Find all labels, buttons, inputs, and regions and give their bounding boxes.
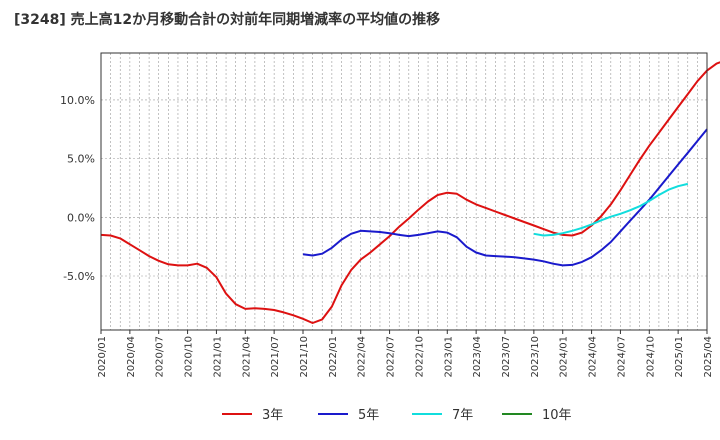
x-tick-label: 2020/04 <box>126 336 137 378</box>
legend-label: 5年 <box>358 408 379 423</box>
x-tick-label: 2021/10 <box>299 336 310 378</box>
legend-item: 7年 <box>412 408 473 423</box>
x-tick-label: 2022/07 <box>386 336 397 378</box>
x-tick-label: 2024/01 <box>559 336 570 378</box>
legend-label: 10年 <box>542 408 572 423</box>
x-tick-label: 2022/01 <box>328 336 339 378</box>
legend-label: 7年 <box>452 408 473 423</box>
y-tick-label: 5.0% <box>67 153 95 166</box>
x-tick-label: 2025/04 <box>703 336 714 378</box>
x-tick-label: 2020/07 <box>155 336 166 378</box>
series-lines <box>100 61 720 324</box>
y-axis-ticks: 10.0% 5.0% 0.0% -5.0% <box>60 94 95 283</box>
x-tick-label: 2021/07 <box>270 336 281 378</box>
x-tick-label: 2022/10 <box>414 336 425 378</box>
x-tick-label: 2023/10 <box>530 336 541 378</box>
series-line <box>302 128 708 267</box>
y-tick-label: 10.0% <box>60 94 95 107</box>
x-tick-label: 2020/10 <box>184 336 195 378</box>
plot-area <box>101 53 707 330</box>
chart-title: [3248] 売上高12か月移動合計の対前年同期増減率の平均値の推移 <box>14 12 441 28</box>
grid-lines <box>101 53 707 330</box>
legend-label: 3年 <box>262 408 283 423</box>
x-tick-label: 2025/01 <box>674 336 685 378</box>
x-tick-label: 2021/04 <box>241 336 252 378</box>
x-tick-label: 2024/04 <box>588 336 599 378</box>
x-tick-label: 2024/10 <box>645 336 656 378</box>
x-tick-label: 2023/04 <box>472 336 483 378</box>
x-tick-label: 2023/07 <box>501 336 512 378</box>
series-line <box>533 182 689 237</box>
legend-item: 10年 <box>502 408 572 423</box>
y-tick-label: -5.0% <box>63 270 95 283</box>
x-tick-label: 2023/01 <box>443 336 454 378</box>
x-tick-label: 2021/01 <box>212 336 223 378</box>
x-tick-label: 2022/04 <box>357 336 368 378</box>
series-line <box>100 61 720 324</box>
legend: 3年 5年 7年 10年 <box>222 408 572 423</box>
plot-border <box>100 52 708 331</box>
legend-item: 5年 <box>318 408 379 423</box>
x-tick-label: 2020/01 <box>97 336 108 378</box>
x-axis-ticks: 2020/01 2020/04 2020/07 2020/10 2021/01 2021/… <box>97 330 714 378</box>
legend-item: 3年 <box>222 408 283 423</box>
x-tick-label: 2024/07 <box>616 336 627 378</box>
y-tick-label: 0.0% <box>67 211 95 224</box>
